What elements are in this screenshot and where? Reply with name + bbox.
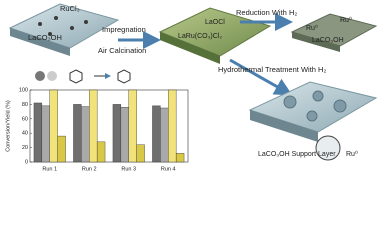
y-tick-label: 80 <box>22 102 28 108</box>
surface <box>290 13 378 47</box>
surface-edge <box>160 32 220 64</box>
bar <box>128 89 137 163</box>
y-tick-label: 20 <box>22 145 28 151</box>
surface-edge <box>292 32 340 52</box>
arrow <box>229 58 293 96</box>
label: Ru⁰ <box>340 16 352 24</box>
label: Ru⁰ <box>306 24 318 32</box>
bar <box>89 89 98 163</box>
bar <box>73 104 82 163</box>
x-tick-label: Run 4 <box>161 166 176 172</box>
y-axis-label: Conversion/Yield (%) <box>5 100 11 152</box>
particles <box>38 16 88 36</box>
surface-edge <box>10 28 70 56</box>
reaction-scheme <box>35 69 131 84</box>
label: Air Calcination <box>98 46 146 55</box>
surface <box>248 81 378 133</box>
bar <box>120 107 129 163</box>
graphic-abstract: RuCl₃ LaCO₃OH Impregnation Air Calcinati… <box>5 3 378 172</box>
particles <box>283 90 347 122</box>
bar <box>57 135 66 163</box>
label: RuCl₃ <box>60 4 80 13</box>
x-tick-label: Run 1 <box>42 166 57 172</box>
zoom-circle <box>315 135 341 161</box>
bar <box>160 107 169 163</box>
surface-edge <box>250 110 318 142</box>
y-tick-label: 0 <box>25 159 28 165</box>
label: LaCO₃OH <box>312 37 344 44</box>
bar <box>136 144 145 163</box>
bar <box>33 102 43 163</box>
label: Impregnation <box>102 25 146 34</box>
y-tick-label: 40 <box>22 131 28 137</box>
bar <box>49 89 58 163</box>
bar <box>152 105 161 163</box>
bar <box>112 104 122 163</box>
label: Ru⁰ <box>346 150 358 158</box>
label: LaCO₃OH <box>28 33 62 42</box>
bar <box>168 89 177 163</box>
y-tick-label: 100 <box>19 87 28 93</box>
bar <box>175 153 185 163</box>
plot-frame <box>29 89 189 163</box>
bar <box>96 141 106 163</box>
bar <box>41 105 50 163</box>
label: LaOCl <box>205 19 225 26</box>
y-tick-label: 60 <box>22 116 28 122</box>
x-tick-label: Run 3 <box>121 166 136 172</box>
label: LaRu(CO₃)Cl₂ <box>178 33 222 40</box>
label: Hydrothermal Treatment With H₂ <box>218 65 326 74</box>
bar <box>81 106 90 163</box>
x-tick-label: Run 2 <box>82 166 97 172</box>
label: Reduction With H₂ <box>236 8 297 17</box>
label: LaCO₃OH Support Layer <box>258 151 336 158</box>
